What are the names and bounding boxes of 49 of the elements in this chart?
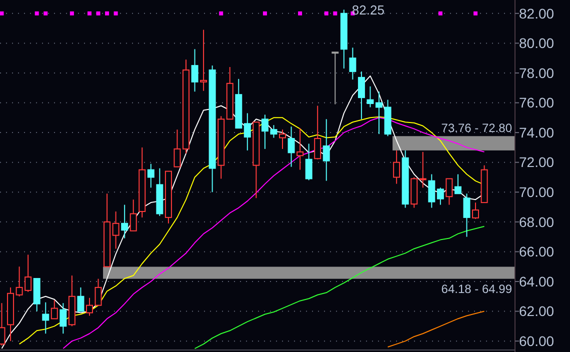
- candlestick: [296, 128, 304, 170]
- candlestick: [366, 86, 374, 108]
- y-tick-label: 78.00: [519, 64, 554, 81]
- candlestick: [349, 47, 356, 80]
- candlestick: [42, 302, 50, 334]
- candlestick: [174, 129, 181, 168]
- candlestick: [376, 91, 383, 135]
- candlestick: [86, 297, 93, 316]
- candlestick: [322, 118, 330, 182]
- y-tick-label: 80.00: [519, 35, 554, 52]
- y-tick-label: 64.00: [519, 273, 554, 290]
- candlestick: [279, 129, 286, 150]
- y-tick-label: 70.00: [519, 184, 554, 200]
- candlestick: [393, 150, 400, 184]
- candlestick: [94, 278, 102, 306]
- candlestick: [314, 105, 322, 160]
- y-tick-label: 62.00: [519, 303, 554, 320]
- candlestick: [147, 163, 154, 188]
- candlestick: [244, 112, 251, 151]
- band-label: 73.76 - 72.80: [441, 121, 512, 136]
- y-tick-label: 68.00: [519, 214, 554, 230]
- candlestick: [472, 202, 480, 220]
- candlestick: [446, 178, 453, 206]
- candlestick: [454, 174, 462, 194]
- y-tick-label: 82.00: [519, 5, 554, 22]
- y-tick-label: 74.00: [519, 124, 554, 140]
- candlestick: [305, 143, 312, 181]
- candlestick: [191, 48, 198, 92]
- candlestick: [50, 300, 58, 320]
- candlestick: [200, 29, 208, 92]
- band-label: 64.18 - 64.99: [441, 282, 512, 296]
- candlestick: [60, 302, 67, 334]
- y-tick-label: 76.00: [519, 94, 554, 111]
- y-tick-label: 60.00: [519, 332, 554, 349]
- candlestick: [428, 174, 436, 208]
- y-tick-label: 66.00: [519, 244, 554, 260]
- line-series: [387, 310, 485, 348]
- candlestick: [463, 193, 470, 238]
- y-tick-label: 72.00: [519, 154, 554, 170]
- candlestick: [419, 151, 426, 188]
- candlestick: [358, 70, 365, 120]
- annotation: 82.25: [352, 2, 384, 18]
- candlestick: [121, 204, 128, 239]
- candlestick: [77, 286, 84, 312]
- candlestick: [130, 199, 137, 232]
- candlestick: [112, 210, 120, 250]
- candlestick: [332, 52, 339, 105]
- candlestick: [288, 126, 295, 168]
- candlestick: [436, 187, 444, 206]
